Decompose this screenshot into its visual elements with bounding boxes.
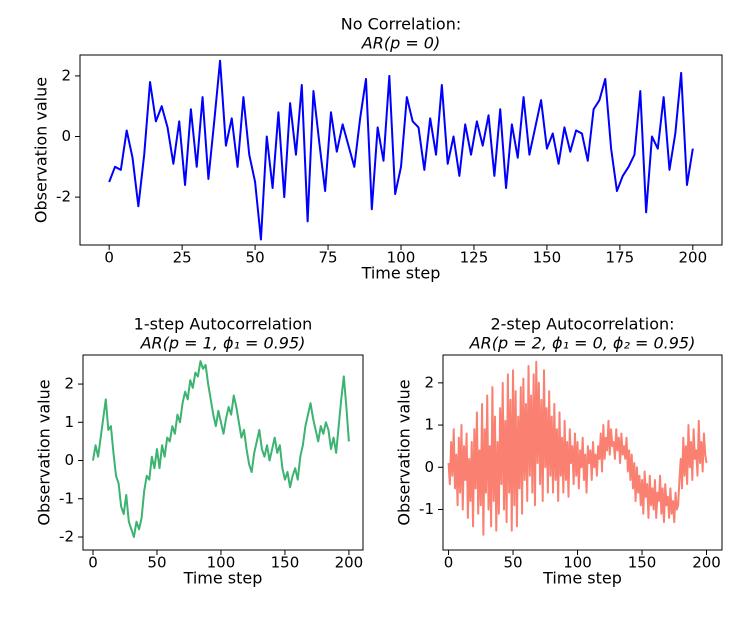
x-tick-label: 0 (104, 249, 114, 267)
y-axis-label: Observation value (35, 379, 54, 525)
chart-title: 1-step Autocorrelation (134, 315, 313, 334)
x-tick-label: 50 (503, 554, 522, 572)
x-tick-label: 100 (387, 249, 416, 267)
axes-frame (442, 354, 723, 551)
x-tick-label: 200 (678, 249, 707, 267)
x-axis-label: Time step (183, 569, 263, 588)
chart-subtitle: AR(p = 0) (361, 34, 440, 53)
data-line (91, 360, 350, 538)
chart-title: No Correlation: (341, 15, 461, 34)
chart-subtitle: AR(p = 2, ϕ₁ = 0, ϕ₂ = 0.95) (469, 334, 696, 353)
x-tick-label: 150 (533, 249, 562, 267)
x-tick-label: 200 (692, 554, 721, 572)
x-tick-label: 175 (606, 249, 635, 267)
data-line (447, 360, 708, 536)
y-tick-label: 1 (64, 413, 74, 431)
x-tick-label: 200 (335, 554, 364, 572)
y-tick-label: 0 (64, 451, 74, 469)
x-axis-label: Time step (361, 264, 441, 283)
axes-frame (82, 354, 364, 551)
x-tick-label: 100 (563, 554, 592, 572)
x-tick-label: 0 (88, 554, 98, 572)
x-tick-label: 0 (444, 554, 454, 572)
axes-frame (79, 54, 723, 246)
y-axis-label: Observation value (32, 77, 51, 223)
y-tick-label: 0 (424, 458, 434, 476)
y-tick-label: -2 (59, 528, 74, 546)
y-axis-label: Observation value (395, 379, 414, 525)
y-tick-label: 1 (424, 416, 434, 434)
chart-title: 2-step Autocorrelation: (490, 315, 674, 334)
y-tick-label: 2 (424, 373, 434, 391)
y-tick-label: -1 (59, 489, 74, 507)
x-tick-label: 50 (246, 249, 265, 267)
x-tick-label: 25 (173, 249, 192, 267)
x-tick-label: 75 (318, 249, 337, 267)
data-line (108, 59, 694, 241)
y-tick-label: -2 (56, 188, 71, 206)
chart-subtitle: AR(p = 1, ϕ₁ = 0.95) (140, 334, 306, 353)
y-tick-label: 2 (64, 375, 74, 393)
x-tick-label: 100 (207, 554, 236, 572)
x-tick-label: 125 (460, 249, 489, 267)
x-tick-label: 150 (271, 554, 300, 572)
y-tick-label: 0 (61, 127, 71, 145)
x-tick-label: 150 (628, 554, 657, 572)
y-tick-label: 2 (61, 66, 71, 84)
x-axis-label: Time step (542, 569, 622, 588)
x-tick-label: 50 (147, 554, 166, 572)
y-tick-label: -1 (419, 500, 434, 518)
